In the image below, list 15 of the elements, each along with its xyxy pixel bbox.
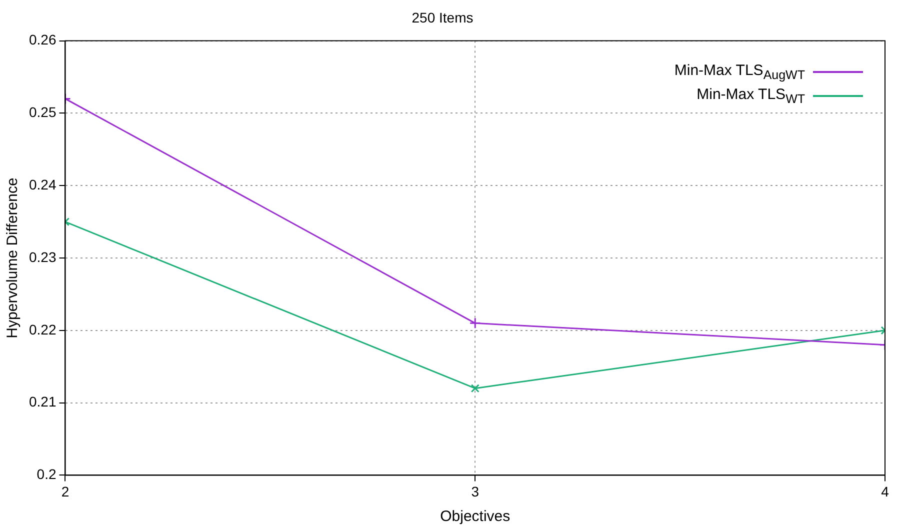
legend-label: Min-Max TLS$_{AugWT}$ [674,62,805,82]
x-tick-label: 3 [471,483,480,500]
y-axis-title: Hypervolume Difference [4,178,22,338]
y-tick-label: 0.26 [29,32,56,48]
x-tick-label: 2 [61,483,70,500]
y-tick-label: 0.22 [29,321,56,338]
y-tick-label: 0.25 [29,104,56,120]
y-tick-label: 0.24 [29,176,56,192]
y-tick-label: 0.21 [29,394,56,410]
y-tick-label: 0.2 [36,466,56,482]
y-tick-label: 0.23 [29,248,56,265]
x-axis-title: Objectives [440,508,510,526]
x-tick-label: 4 [881,483,890,500]
chart-title: 250 Items [412,9,474,26]
legend-label: Min-Max TLS$_{WT}$ [696,86,805,106]
